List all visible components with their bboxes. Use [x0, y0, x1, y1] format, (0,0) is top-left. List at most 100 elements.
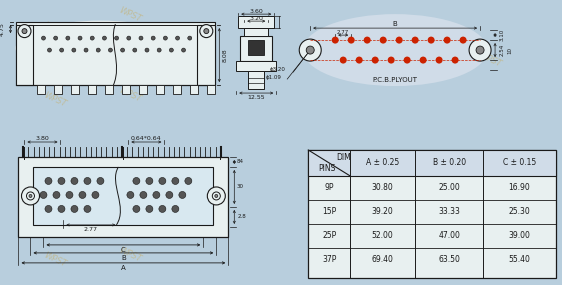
Circle shape	[133, 178, 140, 184]
Circle shape	[71, 178, 78, 184]
Text: 33.33: 33.33	[438, 207, 460, 216]
Text: 9P: 9P	[324, 184, 334, 192]
Circle shape	[71, 205, 78, 212]
Text: WPST: WPST	[43, 21, 68, 39]
Bar	[236, 61, 277, 71]
Circle shape	[84, 205, 91, 212]
Bar	[16, 22, 215, 85]
Bar	[308, 150, 556, 278]
Text: 3.20: 3.20	[250, 16, 263, 21]
Circle shape	[108, 48, 112, 52]
Circle shape	[164, 36, 167, 40]
Circle shape	[22, 28, 27, 34]
Text: 37P: 37P	[322, 255, 337, 264]
Bar	[71, 85, 79, 94]
Ellipse shape	[16, 21, 185, 76]
Circle shape	[396, 36, 402, 44]
Circle shape	[364, 36, 371, 44]
Text: WPST: WPST	[43, 91, 68, 109]
Text: A: A	[121, 265, 126, 271]
Circle shape	[356, 57, 362, 64]
Text: DIM: DIM	[336, 154, 351, 162]
Circle shape	[306, 46, 314, 54]
Circle shape	[146, 205, 153, 212]
Bar	[16, 25, 34, 85]
Text: PINS: PINS	[318, 164, 336, 174]
Text: B ± 0.20: B ± 0.20	[433, 158, 466, 168]
Circle shape	[157, 48, 161, 52]
Circle shape	[121, 48, 125, 52]
Text: 12.55: 12.55	[247, 95, 265, 99]
Bar	[197, 25, 215, 85]
Text: 69.40: 69.40	[371, 255, 393, 264]
Circle shape	[60, 48, 64, 52]
Circle shape	[175, 36, 179, 40]
Text: A ± 0.25: A ± 0.25	[366, 158, 399, 168]
Text: 84: 84	[237, 160, 244, 164]
Text: 30.80: 30.80	[372, 184, 393, 192]
Circle shape	[146, 178, 153, 184]
Text: WPST: WPST	[407, 191, 433, 209]
Text: 25.30: 25.30	[509, 207, 531, 216]
Bar	[106, 85, 114, 94]
Text: 52.00: 52.00	[372, 231, 393, 241]
Bar	[123, 85, 130, 94]
Circle shape	[428, 36, 434, 44]
Circle shape	[166, 192, 173, 198]
Circle shape	[42, 36, 46, 40]
Text: 3.60: 3.60	[250, 9, 263, 14]
Circle shape	[90, 36, 94, 40]
Text: 15P: 15P	[322, 207, 336, 216]
Text: 25P: 25P	[322, 231, 336, 241]
Circle shape	[182, 48, 185, 52]
Circle shape	[436, 57, 443, 64]
Circle shape	[411, 36, 419, 44]
Circle shape	[133, 48, 137, 52]
Bar	[173, 85, 182, 94]
Bar	[55, 85, 62, 94]
Circle shape	[151, 36, 155, 40]
Circle shape	[127, 192, 134, 198]
Text: 0.64*0.64: 0.64*0.64	[131, 135, 162, 141]
Bar	[244, 28, 268, 36]
Bar	[241, 36, 272, 61]
Circle shape	[207, 187, 225, 205]
Text: WPST: WPST	[407, 21, 433, 39]
Circle shape	[299, 39, 321, 61]
Circle shape	[84, 48, 88, 52]
Circle shape	[53, 192, 60, 198]
Circle shape	[420, 57, 427, 64]
Circle shape	[169, 48, 173, 52]
Bar	[248, 71, 264, 89]
Circle shape	[29, 194, 32, 198]
Circle shape	[179, 192, 186, 198]
Text: WPST: WPST	[477, 221, 503, 239]
Circle shape	[97, 178, 104, 184]
Bar	[308, 150, 556, 176]
Text: 25.00: 25.00	[438, 184, 460, 192]
Circle shape	[78, 36, 82, 40]
Circle shape	[215, 194, 218, 198]
Circle shape	[452, 57, 459, 64]
Bar	[19, 157, 228, 237]
Text: C: C	[121, 247, 126, 253]
Text: 10: 10	[507, 46, 513, 54]
Circle shape	[159, 205, 166, 212]
Circle shape	[204, 28, 209, 34]
Circle shape	[18, 25, 31, 38]
Circle shape	[79, 192, 86, 198]
Circle shape	[84, 178, 91, 184]
Text: 3.10: 3.10	[500, 29, 505, 41]
Circle shape	[332, 36, 339, 44]
Circle shape	[40, 192, 47, 198]
Circle shape	[45, 178, 52, 184]
Circle shape	[127, 36, 131, 40]
Circle shape	[145, 48, 149, 52]
Circle shape	[476, 46, 484, 54]
Circle shape	[72, 48, 76, 52]
Text: 47.00: 47.00	[438, 231, 460, 241]
Circle shape	[404, 57, 411, 64]
Circle shape	[92, 192, 99, 198]
Bar	[156, 85, 164, 94]
Circle shape	[139, 36, 143, 40]
